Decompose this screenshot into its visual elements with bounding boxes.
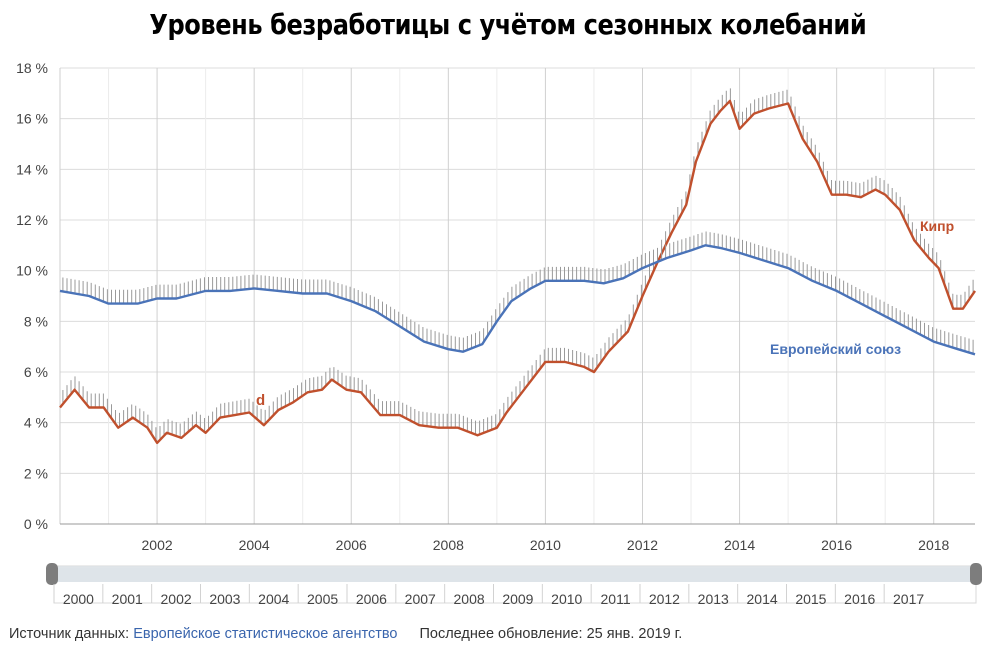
x-tick-label: 2012 [627, 537, 658, 553]
navigator-year-label: 2002 [161, 591, 192, 607]
navigator-year-label: 2014 [747, 591, 778, 607]
x-tick-label: 2008 [433, 537, 464, 553]
navigator-year-label: 2008 [454, 591, 485, 607]
navigator-year-label: 2017 [893, 591, 924, 607]
navigator-year-label: 2006 [356, 591, 387, 607]
y-tick-label: 14 % [16, 161, 48, 177]
navigator-year-label: 2013 [698, 591, 729, 607]
series-shadow-0 [62, 88, 974, 442]
navigator-year-label: 2015 [795, 591, 826, 607]
x-axis-ticks: 2002 2004 2006 2008 2010 2012 2014 2016 2018 [142, 537, 950, 553]
series-label-cyprus: Кипр [920, 218, 954, 234]
y-tick-label: 8 % [24, 313, 48, 329]
x-tick-label: 2010 [530, 537, 561, 553]
source-link[interactable]: Европейское статистическое агентство [133, 626, 398, 642]
navigator-year-label: 2005 [307, 591, 338, 607]
navigator-year-label: 2003 [209, 591, 240, 607]
navigator-left-handle[interactable] [46, 563, 58, 585]
page-title: Уровень безработицы с учётом сезонных ко… [149, 8, 867, 41]
navigator-year-label: 2004 [258, 591, 289, 607]
x-tick-label: 2006 [336, 537, 367, 553]
y-tick-label: 12 % [16, 212, 48, 228]
navigator-year-label: 2010 [551, 591, 582, 607]
y-tick-label: 2 % [24, 465, 48, 481]
y-tick-label: 18 % [16, 60, 48, 76]
x-tick-label: 2004 [239, 537, 270, 553]
y-tick-label: 4 % [24, 415, 48, 431]
chart-series [59, 88, 976, 445]
y-tick-label: 0 % [24, 516, 48, 532]
navigator-scrollbar[interactable] [54, 566, 976, 582]
navigator-year-label: 2000 [63, 591, 94, 607]
x-tick-label: 2016 [821, 537, 852, 553]
navigator-year-label: 2007 [405, 591, 436, 607]
y-tick-label: 16 % [16, 111, 48, 127]
y-tick-label: 6 % [24, 364, 48, 380]
range-navigator[interactable]: 2000 2001 2002 2003 2004 2005 2006 2007 2008 2009… [46, 563, 982, 607]
y-tick-label: 10 % [16, 263, 48, 279]
navigator-year-label: 2001 [112, 591, 143, 607]
navigator-year-label: 2012 [649, 591, 680, 607]
navigator-year-label: 2016 [844, 591, 875, 607]
x-tick-label: 2002 [142, 537, 173, 553]
series-label-eu: Европейский союз [770, 341, 901, 357]
series-line-eu [59, 244, 976, 356]
y-axis-ticks: 0 % 2 % 4 % 6 % 8 % 10 % 12 % 14 % 16 % 18 % [16, 60, 48, 532]
navigator-right-handle[interactable] [970, 563, 982, 585]
x-tick-label: 2014 [724, 537, 755, 553]
series-line-cyprus [59, 99, 976, 445]
navigator-year-label: 2009 [502, 591, 533, 607]
series-labels: Кипр Европейский союз d [256, 218, 954, 409]
annotation-marker: d [256, 392, 265, 409]
series-shadow-1 [62, 231, 974, 354]
x-tick-label: 2018 [918, 537, 949, 553]
source-label: Источник данных: [9, 626, 130, 642]
footer: Источник данных: Европейское статистичес… [9, 626, 682, 642]
navigator-year-label: 2011 [601, 591, 631, 607]
last-updated: Последнее обновление: 25 янв. 2019 г. [419, 626, 683, 642]
